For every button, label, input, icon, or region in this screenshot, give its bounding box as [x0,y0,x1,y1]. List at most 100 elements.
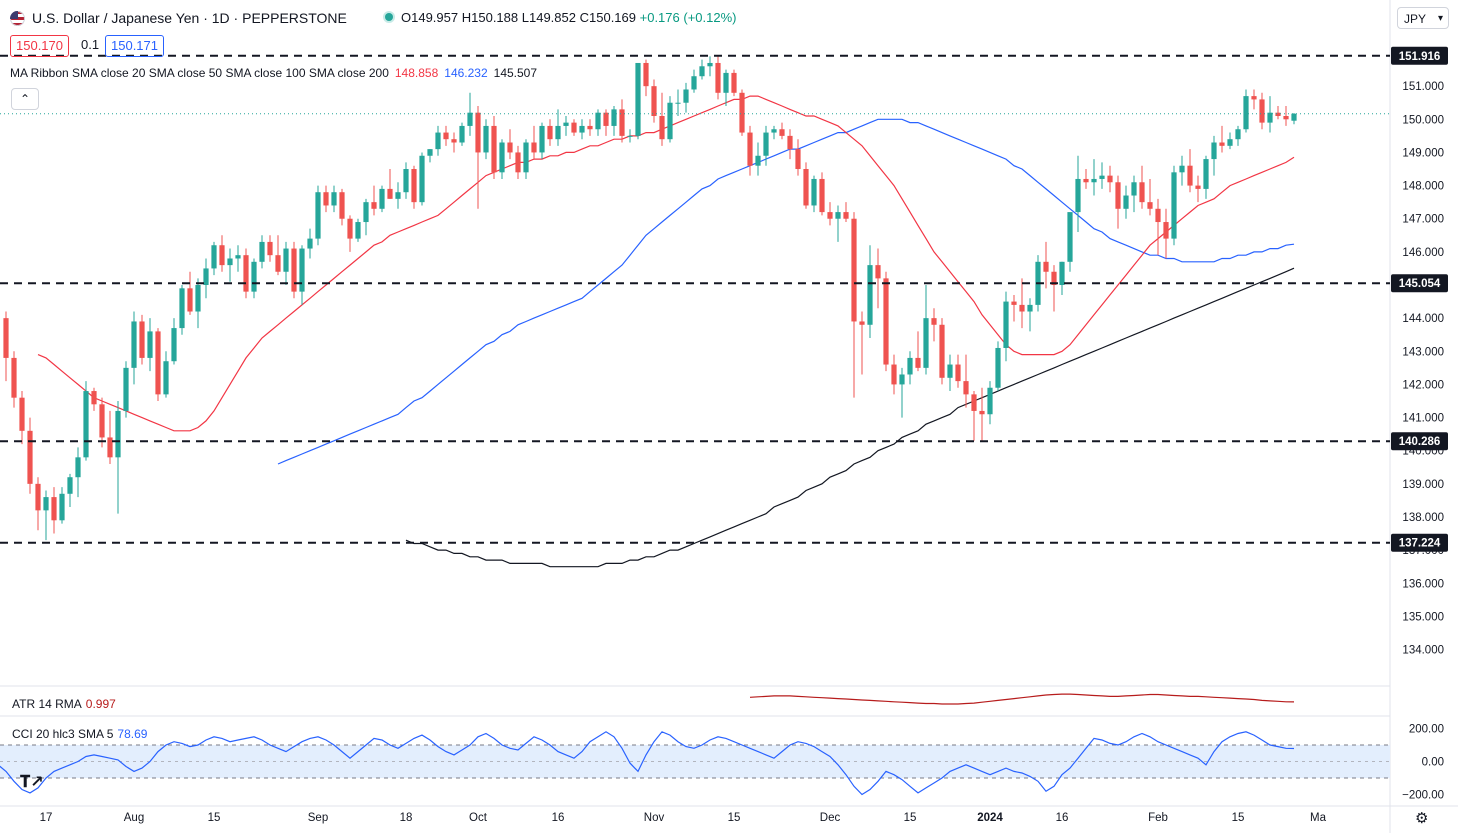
buy-button[interactable]: 150.171 [105,35,164,57]
candle [1219,125,1225,153]
gear-icon[interactable]: ⚙ [1415,810,1429,827]
candle [1187,149,1193,193]
moving-averages [37,95,1295,568]
candle-body [331,192,337,206]
candle [1083,169,1089,189]
candle-body [1275,112,1281,116]
candle-body [387,188,393,199]
open-value: O149.957 [401,10,459,25]
horizontal-levels[interactable]: 151.916 145.054 140.286 137.224 [0,46,1448,552]
candle-body [1011,301,1017,305]
candle [307,228,313,259]
candle [83,381,89,461]
candle-body [867,265,873,325]
currency-select[interactable]: JPY ▾ [1397,7,1449,29]
candle-body [699,66,705,77]
candle [1091,159,1097,196]
candle [435,125,441,156]
collapse-legend-button[interactable]: ⌃ [11,88,39,110]
candle [115,400,121,514]
candle-body [883,278,889,365]
cci-axis: 200.00 0.00 −200.00 [1402,724,1444,802]
candle [443,125,449,146]
candle [867,245,873,339]
candle [379,185,385,213]
time-axis[interactable]: 17 Aug 15 Sep 18 Oct 16 Nov 15 Dec 15 2024 16 Feb 15 Ma [40,812,1327,824]
candles [3,56,1297,541]
candle-body [363,202,369,223]
candle [1019,278,1025,329]
price-tick-label: 148.000 [1402,181,1444,193]
candle [1275,106,1281,120]
sell-button[interactable]: 150.170 [10,35,69,57]
candle-body [1051,271,1057,286]
price-tick-label: 144.000 [1402,313,1444,325]
price-tick-label: 151.000 [1402,81,1444,93]
candle [795,139,801,176]
candle [19,391,25,445]
candle [531,125,537,160]
candle [427,149,433,163]
cci-legend[interactable]: CCI 20 hlc3 SMA 5 78.69 [12,727,147,741]
candle-body [603,112,609,126]
candle [595,109,601,136]
candle-body [1195,185,1201,189]
candle-body [691,76,697,90]
candle [1051,265,1057,312]
symbol-title[interactable]: U.S. Dollar / Japanese Yen · 1D · PEPPER… [32,10,347,26]
candle-body [771,129,777,133]
candle [827,202,833,226]
candle [1011,294,1017,322]
candle-body [595,112,601,130]
candle-body [547,125,553,140]
candle [1003,291,1009,362]
price-tick-label: 138.000 [1402,512,1444,524]
candle [1259,92,1265,130]
ma-ribbon-legend[interactable]: MA Ribbon SMA close 20 SMA close 50 SMA … [10,66,537,80]
atr-legend[interactable]: ATR 14 RMA 0.997 [12,697,116,711]
candle [411,165,417,209]
candle-body [1099,175,1105,179]
candle-body [259,241,265,262]
candle-body [1043,261,1049,272]
candle [251,258,257,299]
candle [315,185,321,246]
candle [275,235,281,276]
candle [107,410,113,464]
atr-pane [749,693,1295,705]
candle-body [243,255,249,292]
candle-body [459,125,465,143]
candle [43,490,49,541]
price-tick-label: 143.000 [1402,346,1444,358]
date-label: 16 [1056,812,1069,824]
candle-body [291,248,297,292]
candle [459,122,465,146]
tradingview-logo-icon[interactable]: 𝐓↗ [20,774,44,791]
candle [643,59,649,97]
candle [475,106,481,209]
candle-body [435,132,441,150]
candle [883,271,889,372]
candle [483,119,489,160]
price-tick-label: 146.000 [1402,247,1444,259]
candle-body [851,218,857,322]
candle [811,175,817,213]
candle [1171,165,1177,246]
spread-value: 0.1 [81,37,100,52]
candle [1243,89,1249,133]
candle [139,314,145,365]
candle-body [835,212,841,219]
price-tick-label: 150.000 [1402,114,1444,126]
candle-body [1003,301,1009,348]
sma200-line [405,267,1295,568]
candle-body [915,357,921,368]
candle-body [1179,165,1185,173]
candle-body [195,285,201,312]
candle [699,59,705,80]
candle-body [27,430,33,484]
candle-body [379,188,385,209]
atr-value: 0.997 [85,697,116,711]
candle-body [995,347,1001,388]
